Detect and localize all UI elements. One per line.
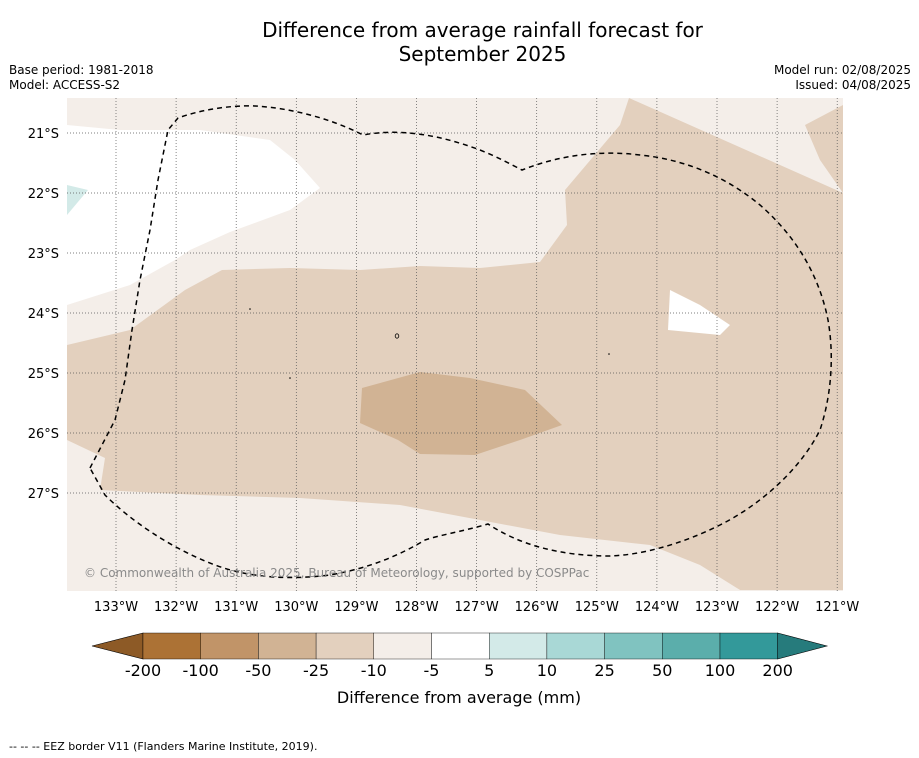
band-pale-teal [67,185,88,215]
model-text: Model: ACCESS-S2 [9,78,121,92]
colorbar: -200 -100 -50 -25 -10 -5 5 10 25 50 100 200 [91,632,829,680]
colorbar-extend-low [91,632,144,660]
lat-tick-label: 26°S [28,427,59,442]
band-white-east [668,290,730,335]
colorbar-segment [719,632,778,660]
island-mark [608,353,610,355]
meta-left: Base period: 1981-2018 Model: ACCESS-S2 [9,63,154,93]
colorbar-tick-label: -100 [183,661,219,680]
colorbar-tick-label: -10 [361,661,387,680]
island-mark [394,333,400,339]
lon-tick-label: 126°W [515,600,559,615]
title-line-1: Difference from average rainfall forecas… [262,18,703,42]
lon-tick-label: 133°W [94,600,138,615]
footer-eez-note: -- -- -- EEZ border V11 (Flanders Marine… [9,740,318,753]
lon-tick-label: 128°W [394,600,438,615]
colorbar-segment [315,632,375,660]
lon-tick-labels: 133°W 132°W 131°W 130°W 129°W 128°W 127°W 126°W… [94,600,860,615]
lat-tick-labels: 21°S 22°S 23°S 24°S 25°S 26°S 27°S [28,127,59,502]
colorbar-tick-label: -25 [303,661,329,680]
island-mark [249,308,251,310]
issued-text: Issued: 04/08/2025 [795,78,911,92]
island-mark [289,377,291,379]
lat-tick-label: 23°S [28,247,59,262]
lat-tick-label: 21°S [28,127,59,142]
lon-tick-label: 121°W [815,600,859,615]
colorbar-extend-high [777,632,829,660]
lon-tick-label: 127°W [455,600,499,615]
lat-tick-label: 27°S [28,487,59,502]
lat-tick-label: 24°S [28,307,59,322]
lon-tick-label: 129°W [334,600,378,615]
meta-right: Model run: 02/08/2025 Issued: 04/08/2025 [774,63,911,93]
title-line-2: September 2025 [398,42,567,66]
colorbar-tick-label: 50 [652,661,672,680]
lon-tick-label: 124°W [635,600,679,615]
colorbar-segment [662,632,721,660]
band-dark-tan [360,372,562,455]
colorbar-segment [142,632,201,660]
lon-tick-label: 125°W [575,600,619,615]
colorbar-segment [200,632,259,660]
chart-title: Difference from average rainfall forecas… [0,18,919,66]
map-area: © Commonwealth of Australia 2025, Bureau… [67,98,843,591]
colorbar-tick-label: 200 [762,661,793,680]
colorbar-segment [431,632,490,660]
colorbar-tick-label: -50 [245,661,271,680]
colorbar-tick-label: -5 [424,661,440,680]
colorbar-segment [373,632,432,660]
lat-tick-label: 25°S [28,367,59,382]
gridlines [67,98,843,591]
lon-tick-label: 122°W [755,600,799,615]
colorbar-tick-label: -200 [125,661,161,680]
base-period-text: Base period: 1981-2018 [9,63,154,77]
colorbar-segment [546,632,605,660]
lon-tick-label: 131°W [214,600,258,615]
colorbar-segment [604,632,663,660]
copyright-text: © Commonwealth of Australia 2025, Bureau… [84,566,589,580]
eez-border [89,105,832,579]
colorbar-tick-label: 25 [594,661,614,680]
band-medium-tan [67,98,843,590]
colorbar-tick-label: 5 [484,661,494,680]
lon-tick-label: 132°W [154,600,198,615]
lat-tick-label: 22°S [28,187,59,202]
colorbar-label: Difference from average (mm) [337,688,581,707]
band-light-tan-south [67,500,740,590]
colorbar-tick-label: 10 [537,661,557,680]
lon-tick-label: 130°W [274,600,318,615]
lon-tick-label: 123°W [695,600,739,615]
model-run-text: Model run: 02/08/2025 [773,63,911,77]
colorbar-segment [258,632,317,660]
colorbar-tick-label: 100 [705,661,736,680]
colorbar-segment [489,632,548,660]
